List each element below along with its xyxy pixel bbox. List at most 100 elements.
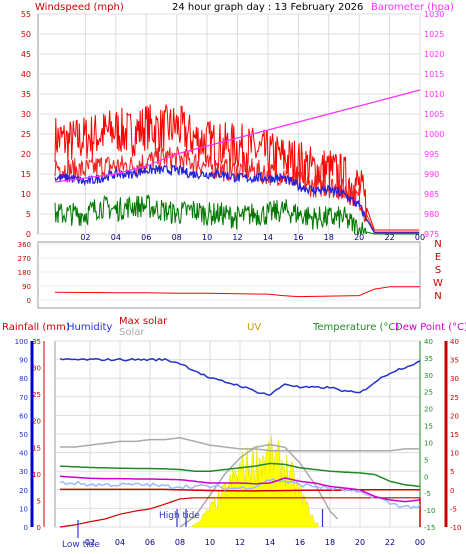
dew-point-line [59, 475, 421, 503]
hour-tick-label: 12 [232, 233, 242, 242]
direction-series [54, 286, 420, 298]
hour-tick-label: 16 [293, 233, 303, 242]
average-wind-line [54, 163, 420, 234]
climate-x-axis: 02 04 06 08 10 12 14 16 18 20 22 00 [85, 538, 425, 547]
climate-series [59, 357, 421, 538]
baro-tick-label: 1030 [424, 10, 444, 19]
rain-tick-label: 0 [37, 524, 41, 532]
hour-tick-label: 00 [415, 538, 425, 547]
dew-tick-label: 20 [450, 412, 459, 420]
compass-label: E [435, 252, 441, 263]
baro-tick-label: 990 [424, 170, 439, 179]
temperature-line [59, 462, 421, 488]
climate-panel-grid [55, 340, 421, 528]
rain-tick-label: 15 [32, 444, 41, 452]
hour-tick-label: 04 [111, 233, 121, 242]
hour-tick-label: 20 [355, 538, 365, 547]
hour-tick-label: 14 [265, 538, 275, 547]
rain-tick-label: 20 [32, 418, 41, 426]
baro-tick-label: 1010 [424, 90, 444, 99]
humidity-tick-label: 60 [19, 412, 28, 420]
temp-tick-label: 15 [424, 423, 433, 431]
solar-label: Solar [119, 327, 145, 338]
temp-tick-label: 25 [424, 389, 433, 397]
temp-tick-label: 5 [424, 456, 428, 464]
temp-tick-label: -5 [424, 490, 431, 498]
wind-tick-label: 20 [21, 150, 31, 159]
baro-tick-label: 1005 [424, 110, 444, 119]
wind-direction-line [54, 286, 420, 298]
max-solar-line [60, 436, 420, 452]
wind-tick-label: 25 [21, 130, 31, 139]
hour-tick-label: 18 [325, 538, 335, 547]
dew-tick-label: 35 [450, 357, 459, 365]
hour-tick-label: 22 [384, 233, 394, 242]
humidity-tick-label: 70 [19, 394, 28, 402]
hour-tick-label: 02 [80, 233, 90, 242]
direction-panel-frame [37, 241, 421, 309]
compass-label: N [434, 291, 441, 302]
temp-tick-label: 35 [424, 355, 433, 363]
baro-tick-label: 1020 [424, 50, 444, 59]
uv-label: UV [247, 322, 261, 333]
hour-tick-label: 16 [295, 538, 305, 547]
max-solar-curve [179, 443, 339, 528]
wind-tick-label: 30 [21, 110, 31, 119]
humidity-tick-label: 20 [19, 487, 28, 495]
dew-tick-label: 25 [450, 394, 459, 402]
dew-tick-label: 40 [450, 338, 459, 346]
hour-tick-label: 22 [385, 538, 395, 547]
temp-tick-label: 40 [424, 338, 433, 346]
barometer-line [54, 89, 421, 183]
gust-line [54, 103, 420, 231]
baro-tick-label: 1000 [424, 130, 444, 139]
dew-tick-label: -10 [450, 524, 461, 532]
wind-tick-label: 40 [21, 70, 31, 79]
temp-tick-label: 0 [424, 473, 428, 481]
humidity-tick-label: 30 [19, 468, 28, 476]
temp-tick-label: -10 [424, 507, 435, 515]
wind-chill-line [59, 477, 421, 510]
dew-tick-label: -5 [450, 505, 457, 513]
windspeed-label: Windspeed (mph) [35, 2, 124, 13]
solar-area [191, 434, 319, 528]
direction-panel-grid [38, 243, 420, 301]
low-wind-line [54, 193, 420, 235]
temp-tick-label: 20 [424, 406, 433, 414]
hour-tick-label: 06 [145, 538, 155, 547]
humidity-tick-label: 100 [15, 338, 28, 346]
direction-y-axis: 0 90 180 270 360 [18, 241, 31, 305]
wind-tick-label: 35 [21, 90, 31, 99]
humidity-line [59, 357, 421, 396]
temp-tick-label: -15 [424, 524, 435, 532]
humidity-tick-label: 40 [19, 450, 28, 458]
compass-label: W [433, 278, 443, 289]
barometer-y-axis: 975 980 985 990 995 1000 1005 1010 1015 1020 1025 1… [424, 10, 444, 239]
dew-tick-label: 5 [450, 468, 454, 476]
wind-tick-label: 0 [26, 230, 31, 239]
hour-tick-label: 04 [115, 538, 125, 547]
hour-tick-label: 10 [202, 233, 212, 242]
humidity-tick-label: 0 [24, 524, 28, 532]
rainfall-line [59, 497, 420, 528]
hour-tick-label: 02 [85, 538, 95, 547]
humidity-tick-label: 90 [19, 357, 28, 365]
hour-tick-label: 08 [172, 233, 182, 242]
humidity-label: Humidity [67, 322, 112, 333]
hour-tick-label: 14 [263, 233, 273, 242]
wind-line [54, 146, 420, 233]
wind-tick-label: 55 [21, 10, 31, 19]
hour-tick-label: 12 [235, 538, 245, 547]
direction-tick-label: 360 [18, 241, 31, 249]
hour-tick-label: 06 [141, 233, 151, 242]
rain-tick-label: 10 [32, 471, 41, 479]
wind-x-axis: 02 04 06 08 10 12 14 16 18 20 22 00 [80, 233, 425, 242]
wind-tick-label: 15 [21, 170, 31, 179]
rain-tick-label: 35 [32, 338, 41, 346]
rain-tick-label: 25 [32, 391, 41, 399]
humidity-tick-label: 10 [19, 505, 28, 513]
low-tide-label: Low tide [62, 540, 100, 550]
wind-tick-label: 45 [21, 50, 31, 59]
